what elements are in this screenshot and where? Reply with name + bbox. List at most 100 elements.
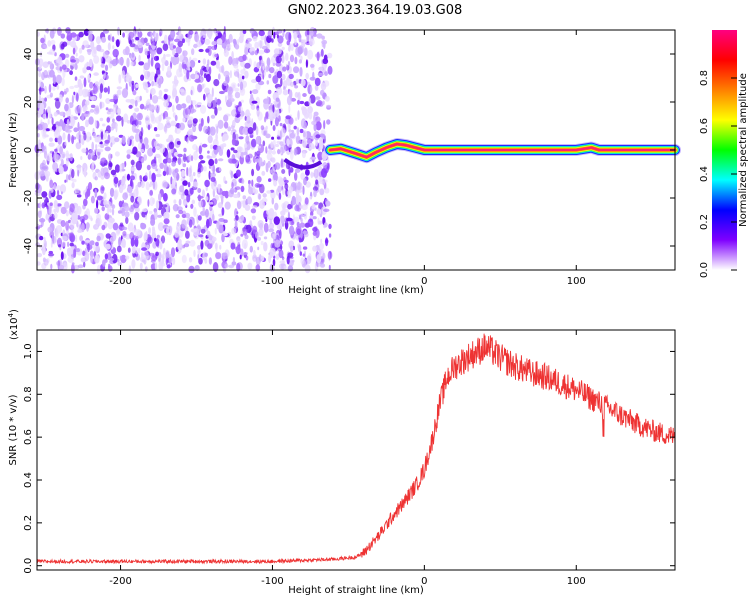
snr-y-ticks: 0.0 0.2 0.4 0.6 0.8 1.0 — [23, 343, 675, 574]
noise-blob — [58, 165, 64, 175]
noise-blob — [229, 70, 232, 79]
noise-blob — [200, 228, 206, 234]
noise-blob — [172, 45, 176, 49]
noise-blob — [320, 238, 323, 244]
noise-blob — [48, 208, 53, 217]
noise-blob — [185, 240, 191, 244]
noise-blob — [109, 187, 115, 197]
noise-blob — [46, 28, 49, 34]
noise-blob — [265, 146, 268, 154]
noise-blob — [186, 69, 190, 80]
frequency-trace — [324, 138, 681, 164]
noise-blob — [88, 58, 93, 68]
noise-blob — [213, 79, 220, 87]
noise-blob — [117, 261, 123, 266]
noise-blob — [261, 45, 268, 50]
noise-blob — [64, 103, 69, 112]
noise-blob — [85, 191, 89, 200]
noise-blob — [273, 179, 278, 187]
colorbar-ticks: 0.0 0.2 0.4 0.6 0.8 — [699, 70, 737, 278]
noise-blob — [279, 122, 283, 127]
noise-blob — [302, 246, 308, 250]
noise-blob — [86, 244, 93, 251]
noise-blob — [143, 154, 148, 161]
noise-blob — [125, 255, 130, 260]
noise-blob — [60, 33, 66, 39]
noise-blob — [235, 186, 241, 191]
snr-x-ticks: -200 -100 0 100 — [109, 330, 586, 587]
noise-blob — [83, 69, 86, 74]
noise-blob — [266, 65, 268, 73]
noise-blob — [138, 247, 141, 254]
noise-blob — [322, 252, 326, 260]
noise-blob — [150, 218, 156, 226]
noise-blob — [157, 214, 163, 218]
noise-blob — [241, 34, 244, 42]
noise-blob — [53, 212, 58, 219]
noise-blob — [187, 181, 191, 188]
noise-blob — [286, 138, 290, 147]
noise-blob — [94, 254, 100, 264]
noise-blob — [55, 74, 63, 85]
noise-blob — [235, 245, 241, 255]
noise-blob — [92, 85, 98, 95]
noise-blob — [206, 155, 213, 160]
noise-blob — [222, 143, 227, 148]
noise-blob — [112, 222, 119, 231]
noise-blob — [215, 32, 218, 37]
noise-blob — [249, 28, 255, 34]
noise-blob — [279, 130, 282, 141]
noise-blob — [268, 228, 275, 233]
noise-blob — [147, 50, 151, 55]
noise-blob — [134, 30, 138, 34]
noise-blob — [257, 246, 260, 251]
noise-blob — [260, 240, 264, 246]
noise-blob — [39, 64, 42, 70]
noise-blob — [151, 51, 157, 56]
noise-blob — [76, 132, 82, 140]
noise-blob — [286, 190, 292, 197]
noise-blob — [224, 201, 231, 210]
noise-blob — [300, 79, 306, 87]
noise-blob — [91, 141, 94, 151]
noise-blob — [294, 168, 301, 173]
noise-blob — [211, 198, 218, 206]
noise-blob — [288, 32, 292, 43]
noise-blob — [88, 116, 94, 125]
noise-blob — [41, 166, 48, 170]
colorbar-gradient — [712, 30, 737, 270]
noise-blob — [106, 117, 111, 123]
snr-line — [36, 333, 676, 565]
noise-blob — [145, 42, 150, 46]
noise-blob — [223, 114, 229, 122]
noise-blob — [76, 194, 82, 198]
noise-blob — [258, 144, 265, 154]
noise-blob — [172, 257, 176, 266]
noise-blob — [188, 134, 195, 142]
noise-blob — [272, 139, 276, 147]
noise-blob — [77, 107, 81, 114]
noise-blob — [279, 229, 282, 239]
noise-blob — [255, 135, 261, 145]
noise-blob — [304, 264, 311, 274]
noise-blob — [61, 235, 68, 241]
noise-blob — [244, 146, 248, 155]
noise-blob — [309, 38, 315, 46]
noise-blob — [107, 85, 110, 95]
noise-blob — [71, 262, 75, 266]
noise-blob — [261, 170, 266, 176]
noise-blob — [145, 117, 149, 121]
noise-blob — [99, 83, 104, 94]
noise-blob — [64, 141, 67, 146]
noise-blob — [301, 204, 308, 211]
spectrogram-y-ticks: -40 -20 0 20 40 — [23, 48, 675, 254]
noise-blob — [304, 197, 309, 205]
noise-blob — [84, 100, 90, 106]
noise-blob — [131, 139, 134, 147]
noise-blob — [205, 48, 210, 53]
scale-prefix: (x10 — [9, 317, 20, 340]
noise-blob — [268, 222, 275, 230]
noise-blob — [203, 93, 206, 101]
noise-blob — [162, 181, 170, 188]
noise-blob — [142, 250, 149, 261]
